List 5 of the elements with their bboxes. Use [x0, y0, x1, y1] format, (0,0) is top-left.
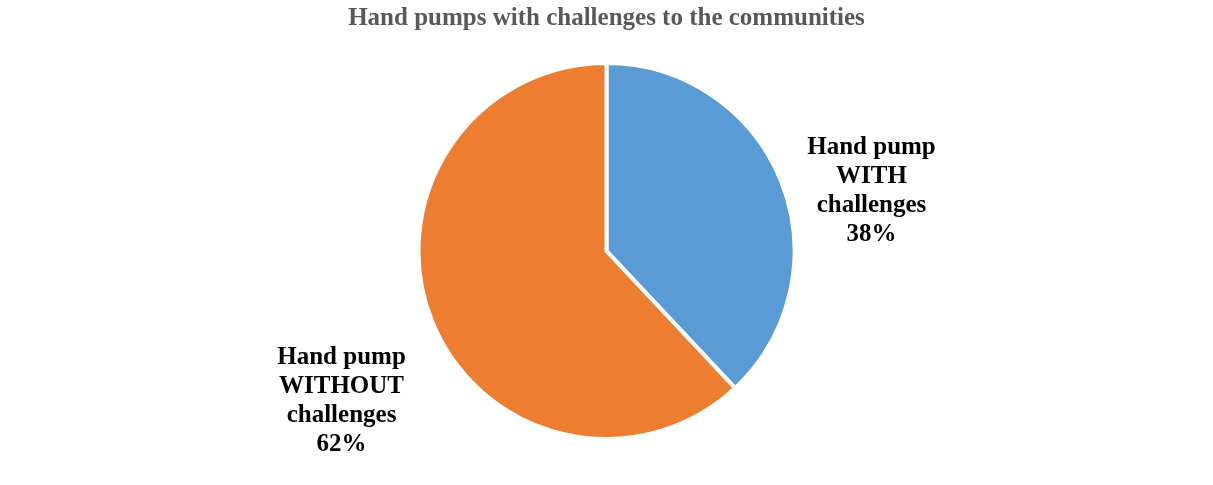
data-label: 38% — [846, 219, 897, 247]
slice-label: Hand pump WITHOUT challenges — [277, 341, 406, 427]
data-label: 62% — [316, 428, 367, 456]
slice-label: Hand pump WITH challenges — [807, 132, 936, 218]
chart-title: Hand pumps with challenges to the communities — [348, 3, 866, 30]
